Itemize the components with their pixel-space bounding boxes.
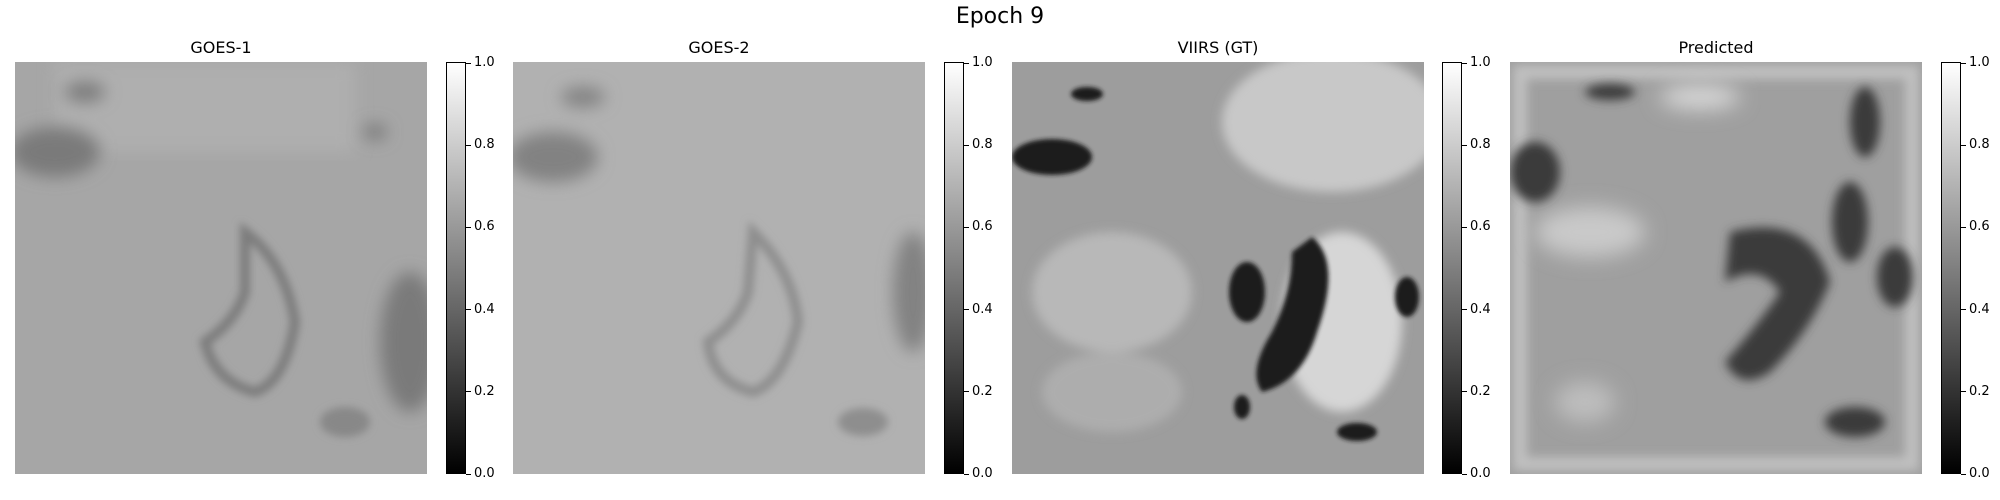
colorbar-viirs xyxy=(1442,62,1462,474)
panel-title-viirs: VIIRS (GT) xyxy=(1177,38,1259,57)
panel-title-goes1: GOES-1 xyxy=(190,38,252,57)
colorbar-tick xyxy=(1462,63,1467,64)
colorbar-tick-label: 0.6 xyxy=(1470,219,1491,234)
colorbar-tick xyxy=(1961,309,1966,310)
colorbar-tick xyxy=(1462,145,1467,146)
colorbar-tick xyxy=(466,145,471,146)
colorbar-tick xyxy=(1961,145,1966,146)
colorbar-tick-label: 0.2 xyxy=(1969,384,1990,399)
colorbar-tick xyxy=(1961,227,1966,228)
colorbar-tick-label: 1.0 xyxy=(1969,55,1990,70)
colorbar-tick-label: 0.2 xyxy=(1470,384,1491,399)
image-goes2 xyxy=(513,62,925,474)
colorbar-tick-label: 0.6 xyxy=(474,219,495,234)
colorbar-tick xyxy=(466,391,471,392)
colorbar-tick xyxy=(964,227,969,228)
colorbar-tick xyxy=(964,391,969,392)
colorbar-tick-label: 0.4 xyxy=(972,302,993,317)
colorbar-tick xyxy=(1462,227,1467,228)
colorbar-tick-label: 0.0 xyxy=(474,466,495,481)
colorbar-tick-label: 1.0 xyxy=(1470,55,1491,70)
colorbar-tick-label: 0.8 xyxy=(474,137,495,152)
colorbar-tick xyxy=(1462,391,1467,392)
colorbar-tick xyxy=(964,474,969,475)
colorbar-tick xyxy=(964,309,969,310)
colorbar-tick xyxy=(1961,391,1966,392)
colorbar-tick xyxy=(964,63,969,64)
colorbar-tick xyxy=(466,227,471,228)
colorbar-tick-label: 0.0 xyxy=(1969,466,1990,481)
colorbar-tick-label: 0.8 xyxy=(972,137,993,152)
colorbar-tick-label: 0.4 xyxy=(1470,302,1491,317)
colorbar-predicted xyxy=(1941,62,1961,474)
panel-title-goes2: GOES-2 xyxy=(688,38,750,57)
colorbar-tick xyxy=(964,145,969,146)
colorbar-tick-label: 0.6 xyxy=(972,219,993,234)
colorbar-tick xyxy=(1462,309,1467,310)
colorbar-tick-label: 0.8 xyxy=(1969,137,1990,152)
colorbar-tick-label: 0.4 xyxy=(474,302,495,317)
colorbar-tick-label: 1.0 xyxy=(474,55,495,70)
colorbar-tick-label: 0.2 xyxy=(474,384,495,399)
colorbar-tick-label: 0.0 xyxy=(1470,466,1491,481)
colorbar-tick-label: 0.6 xyxy=(1969,219,1990,234)
colorbar-tick-label: 1.0 xyxy=(972,55,993,70)
colorbar-tick xyxy=(466,474,471,475)
image-predicted xyxy=(1510,62,1922,474)
colorbar-tick-label: 0.0 xyxy=(972,466,993,481)
colorbar-goes1 xyxy=(446,62,466,474)
image-viirs xyxy=(1012,62,1424,474)
colorbar-tick xyxy=(1462,474,1467,475)
colorbar-tick-label: 0.4 xyxy=(1969,302,1990,317)
colorbar-tick xyxy=(1961,474,1966,475)
colorbar-tick-label: 0.8 xyxy=(1470,137,1491,152)
colorbar-goes2 xyxy=(944,62,964,474)
image-goes1 xyxy=(15,62,427,474)
panel-title-predicted: Predicted xyxy=(1678,38,1754,57)
colorbar-tick xyxy=(466,309,471,310)
figure-title: Epoch 9 xyxy=(955,4,1045,29)
colorbar-tick-label: 0.2 xyxy=(972,384,993,399)
colorbar-tick xyxy=(1961,63,1966,64)
colorbar-tick xyxy=(466,63,471,64)
